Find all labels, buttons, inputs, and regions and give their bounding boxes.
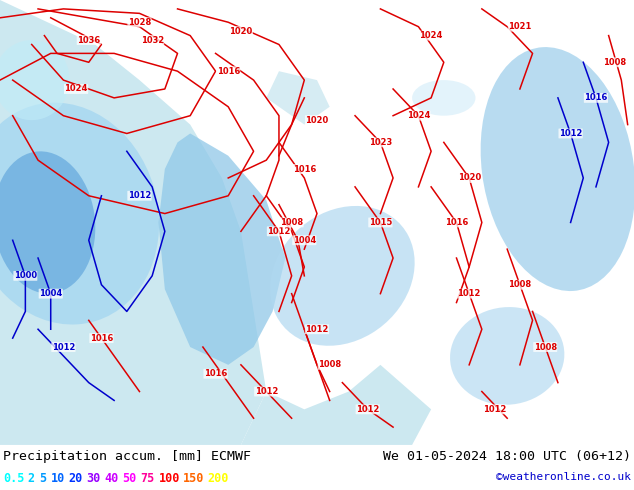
- Text: 150: 150: [183, 472, 204, 485]
- Text: We 01-05-2024 18:00 UTC (06+12): We 01-05-2024 18:00 UTC (06+12): [383, 450, 631, 463]
- Text: 1008: 1008: [534, 343, 557, 351]
- Text: 1012: 1012: [255, 387, 278, 396]
- Text: 1012: 1012: [306, 325, 328, 334]
- Text: 1000: 1000: [14, 271, 37, 280]
- Text: 1036: 1036: [77, 36, 100, 45]
- Text: 1024: 1024: [420, 31, 443, 40]
- Text: 1032: 1032: [141, 36, 164, 45]
- Polygon shape: [0, 0, 266, 445]
- Text: 1021: 1021: [508, 22, 531, 31]
- Text: 10: 10: [51, 472, 65, 485]
- Text: 1015: 1015: [369, 218, 392, 227]
- Text: 1008: 1008: [508, 280, 531, 289]
- Ellipse shape: [0, 40, 70, 120]
- Text: 1012: 1012: [356, 405, 379, 414]
- Text: 1028: 1028: [128, 18, 151, 27]
- Text: 75: 75: [141, 472, 155, 485]
- Text: 1012: 1012: [483, 405, 506, 414]
- Text: Precipitation accum. [mm] ECMWF: Precipitation accum. [mm] ECMWF: [3, 450, 251, 463]
- Text: 50: 50: [122, 472, 137, 485]
- Text: 1008: 1008: [604, 58, 626, 67]
- Text: 1008: 1008: [318, 360, 341, 369]
- Text: 1012: 1012: [128, 191, 151, 200]
- Polygon shape: [222, 365, 431, 445]
- Text: 1012: 1012: [458, 289, 481, 298]
- Text: 20: 20: [68, 472, 83, 485]
- Polygon shape: [158, 133, 285, 365]
- Text: 1024: 1024: [65, 84, 87, 94]
- Text: 2: 2: [27, 472, 35, 485]
- Ellipse shape: [270, 206, 415, 346]
- Polygon shape: [266, 71, 330, 124]
- Text: 5: 5: [39, 472, 46, 485]
- Text: 1016: 1016: [204, 369, 227, 378]
- Text: 1016: 1016: [585, 94, 607, 102]
- Text: 1004: 1004: [293, 236, 316, 245]
- Text: ©weatheronline.co.uk: ©weatheronline.co.uk: [496, 472, 631, 482]
- Text: 1004: 1004: [39, 289, 62, 298]
- Ellipse shape: [481, 47, 634, 291]
- Text: 1023: 1023: [369, 138, 392, 147]
- Text: 1020: 1020: [306, 116, 328, 124]
- Text: 1016: 1016: [293, 165, 316, 173]
- Text: 100: 100: [158, 472, 180, 485]
- Text: 1020: 1020: [230, 26, 252, 36]
- Text: 200: 200: [207, 472, 229, 485]
- Ellipse shape: [0, 102, 159, 324]
- Ellipse shape: [412, 80, 476, 116]
- Ellipse shape: [450, 307, 564, 405]
- Text: 1016: 1016: [445, 218, 468, 227]
- Text: 1016: 1016: [217, 67, 240, 75]
- Text: 1012: 1012: [559, 129, 582, 138]
- Text: 1012: 1012: [268, 227, 290, 236]
- Text: 1020: 1020: [458, 173, 481, 182]
- Text: 0.5: 0.5: [3, 472, 24, 485]
- Text: 40: 40: [105, 472, 119, 485]
- Text: 1012: 1012: [52, 343, 75, 351]
- Text: 1024: 1024: [407, 111, 430, 120]
- Text: 30: 30: [86, 472, 101, 485]
- Ellipse shape: [0, 151, 95, 294]
- Text: 1008: 1008: [280, 218, 303, 227]
- Text: 1016: 1016: [90, 334, 113, 343]
